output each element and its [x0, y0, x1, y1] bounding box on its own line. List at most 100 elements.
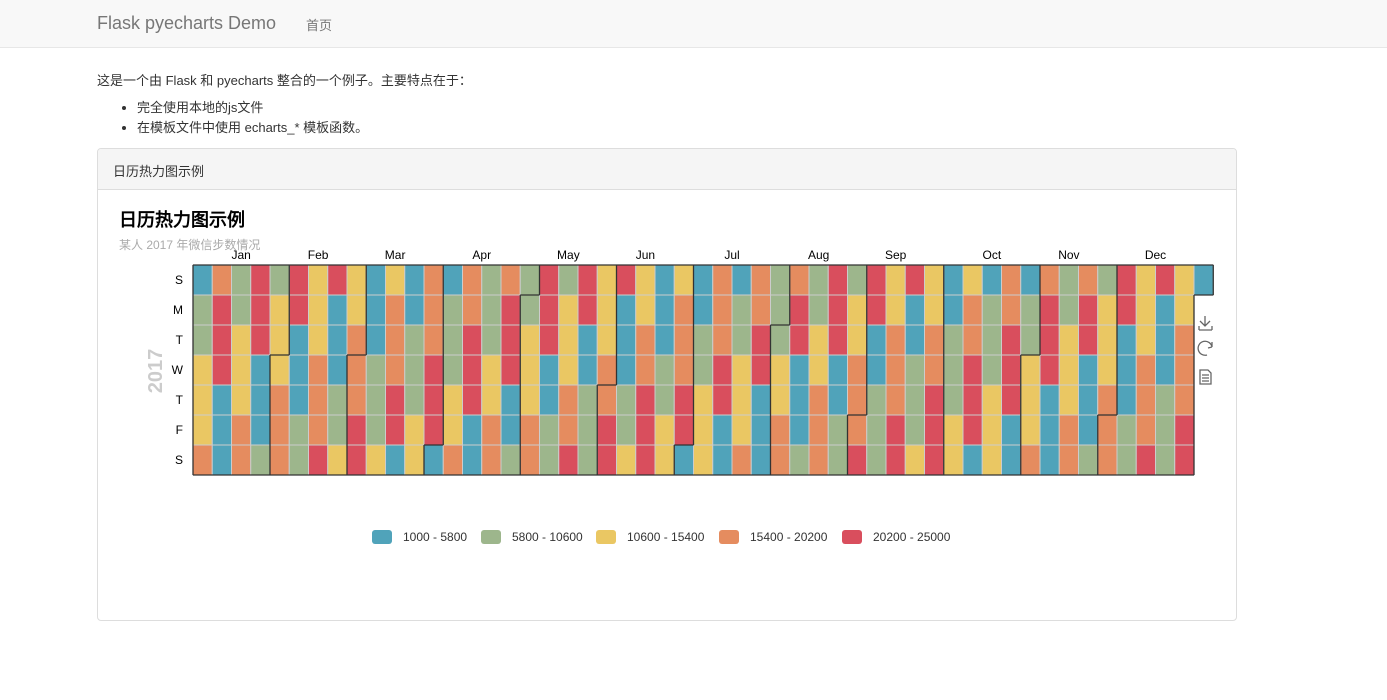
- calendar-cell[interactable]: [635, 444, 656, 476]
- calendar-cell[interactable]: [250, 384, 271, 416]
- calendar-cell[interactable]: [288, 354, 309, 386]
- calendar-cell[interactable]: [558, 324, 579, 356]
- calendar-cell[interactable]: [1135, 414, 1156, 446]
- calendar-cell[interactable]: [327, 354, 348, 386]
- calendar-cell[interactable]: [404, 444, 425, 476]
- calendar-cell[interactable]: [635, 354, 656, 386]
- calendar-cell[interactable]: [308, 264, 329, 296]
- calendar-cell[interactable]: [539, 384, 560, 416]
- calendar-cell[interactable]: [654, 324, 675, 356]
- calendar-cell[interactable]: [327, 324, 348, 356]
- calendar-cell[interactable]: [365, 384, 386, 416]
- calendar-cell[interactable]: [635, 294, 656, 326]
- calendar-cell[interactable]: [250, 444, 271, 476]
- calendar-cell[interactable]: [1155, 384, 1176, 416]
- calendar-cell[interactable]: [808, 414, 829, 446]
- calendar-cell[interactable]: [1039, 414, 1060, 446]
- calendar-cell[interactable]: [211, 264, 232, 296]
- calendar-cell[interactable]: [885, 354, 906, 386]
- calendar-cell[interactable]: [827, 444, 848, 476]
- calendar-cell[interactable]: [731, 444, 752, 476]
- calendar-cell[interactable]: [500, 324, 521, 356]
- calendar-cell[interactable]: [789, 354, 810, 386]
- calendar-cell[interactable]: [519, 444, 540, 476]
- calendar-cell[interactable]: [596, 354, 617, 386]
- calendar-cell[interactable]: [423, 324, 444, 356]
- calendar-cell[interactable]: [693, 414, 714, 446]
- calendar-cell[interactable]: [385, 384, 406, 416]
- calendar-cell[interactable]: [308, 294, 329, 326]
- calendar-cell[interactable]: [1039, 324, 1060, 356]
- calendar-cell[interactable]: [1078, 414, 1099, 446]
- calendar-cell[interactable]: [789, 324, 810, 356]
- calendar-cell[interactable]: [1174, 354, 1195, 386]
- calendar-cell[interactable]: [654, 384, 675, 416]
- calendar-cell[interactable]: [1039, 294, 1060, 326]
- calendar-cell[interactable]: [962, 264, 983, 296]
- calendar-cell[interactable]: [712, 264, 733, 296]
- calendar-cell[interactable]: [789, 384, 810, 416]
- calendar-cell[interactable]: [827, 324, 848, 356]
- calendar-cell[interactable]: [308, 354, 329, 386]
- calendar-cell[interactable]: [904, 384, 925, 416]
- calendar-cell[interactable]: [943, 264, 964, 296]
- calendar-cell[interactable]: [539, 264, 560, 296]
- calendar-cell[interactable]: [943, 324, 964, 356]
- calendar-cell[interactable]: [1174, 294, 1195, 326]
- calendar-cell[interactable]: [192, 414, 213, 446]
- calendar-cell[interactable]: [365, 414, 386, 446]
- calendar-cell[interactable]: [789, 444, 810, 476]
- calendar-cell[interactable]: [654, 444, 675, 476]
- calendar-cell[interactable]: [1020, 384, 1041, 416]
- calendar-cell[interactable]: [731, 294, 752, 326]
- calendar-cell[interactable]: [1116, 384, 1137, 416]
- calendar-cell[interactable]: [1135, 264, 1156, 296]
- calendar-cell[interactable]: [519, 324, 540, 356]
- calendar-cell[interactable]: [1135, 354, 1156, 386]
- calendar-cell[interactable]: [558, 414, 579, 446]
- calendar-cell[interactable]: [442, 264, 463, 296]
- calendar-cell[interactable]: [943, 444, 964, 476]
- calendar-cell[interactable]: [462, 294, 483, 326]
- calendar-cell[interactable]: [1155, 294, 1176, 326]
- calendar-cell[interactable]: [385, 264, 406, 296]
- calendar-cell[interactable]: [731, 414, 752, 446]
- calendar-cell[interactable]: [1020, 414, 1041, 446]
- calendar-cell[interactable]: [269, 384, 290, 416]
- calendar-cell[interactable]: [731, 384, 752, 416]
- calendar-cell[interactable]: [231, 384, 252, 416]
- calendar-cell[interactable]: [365, 444, 386, 476]
- calendar-cell[interactable]: [192, 324, 213, 356]
- calendar-cell[interactable]: [943, 414, 964, 446]
- calendar-cell[interactable]: [1116, 444, 1137, 476]
- calendar-cell[interactable]: [288, 384, 309, 416]
- calendar-cell[interactable]: [1135, 324, 1156, 356]
- calendar-cell[interactable]: [250, 414, 271, 446]
- calendar-cell[interactable]: [712, 414, 733, 446]
- calendar-cell[interactable]: [269, 324, 290, 356]
- calendar-cell[interactable]: [866, 324, 887, 356]
- calendar-cell[interactable]: [866, 414, 887, 446]
- legend-item[interactable]: 15400 - 20200: [719, 530, 828, 544]
- calendar-cell[interactable]: [231, 444, 252, 476]
- calendar-cell[interactable]: [673, 384, 694, 416]
- calendar-cell[interactable]: [1174, 324, 1195, 356]
- calendar-cell[interactable]: [1116, 264, 1137, 296]
- calendar-cell[interactable]: [596, 414, 617, 446]
- calendar-cell[interactable]: [693, 294, 714, 326]
- calendar-cell[interactable]: [231, 324, 252, 356]
- calendar-cell[interactable]: [616, 294, 637, 326]
- calendar-cell[interactable]: [481, 294, 502, 326]
- calendar-cell[interactable]: [885, 444, 906, 476]
- calendar-cell[interactable]: [1039, 384, 1060, 416]
- calendar-cell[interactable]: [558, 384, 579, 416]
- calendar-cell[interactable]: [693, 324, 714, 356]
- calendar-cell[interactable]: [693, 444, 714, 476]
- calendar-cell[interactable]: [462, 384, 483, 416]
- calendar-cell[interactable]: [924, 264, 945, 296]
- calendar-cell[interactable]: [847, 414, 868, 446]
- calendar-cell[interactable]: [462, 324, 483, 356]
- calendar-cell[interactable]: [596, 444, 617, 476]
- calendar-cell[interactable]: [442, 384, 463, 416]
- calendar-cell[interactable]: [962, 354, 983, 386]
